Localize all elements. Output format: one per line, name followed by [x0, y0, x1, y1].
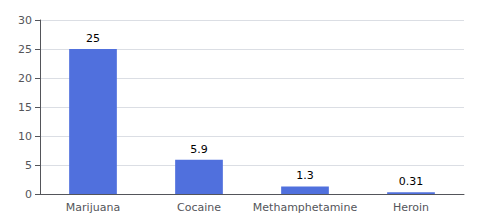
svg-text:25: 25: [18, 43, 32, 56]
svg-text:20: 20: [18, 72, 32, 85]
svg-text:Heroin: Heroin: [393, 201, 429, 214]
svg-text:1.3: 1.3: [296, 169, 314, 182]
svg-text:Cocaine: Cocaine: [177, 201, 221, 214]
svg-text:5.9: 5.9: [190, 143, 208, 156]
svg-text:Marijuana: Marijuana: [66, 201, 120, 214]
svg-text:Methamphetamine: Methamphetamine: [253, 201, 358, 214]
svg-text:15: 15: [18, 101, 32, 114]
svg-text:0.31: 0.31: [399, 175, 424, 188]
svg-text:25: 25: [86, 32, 100, 45]
svg-text:5: 5: [25, 159, 32, 172]
svg-text:0: 0: [25, 188, 32, 201]
svg-text:30: 30: [18, 14, 32, 27]
svg-text:10: 10: [18, 130, 32, 143]
